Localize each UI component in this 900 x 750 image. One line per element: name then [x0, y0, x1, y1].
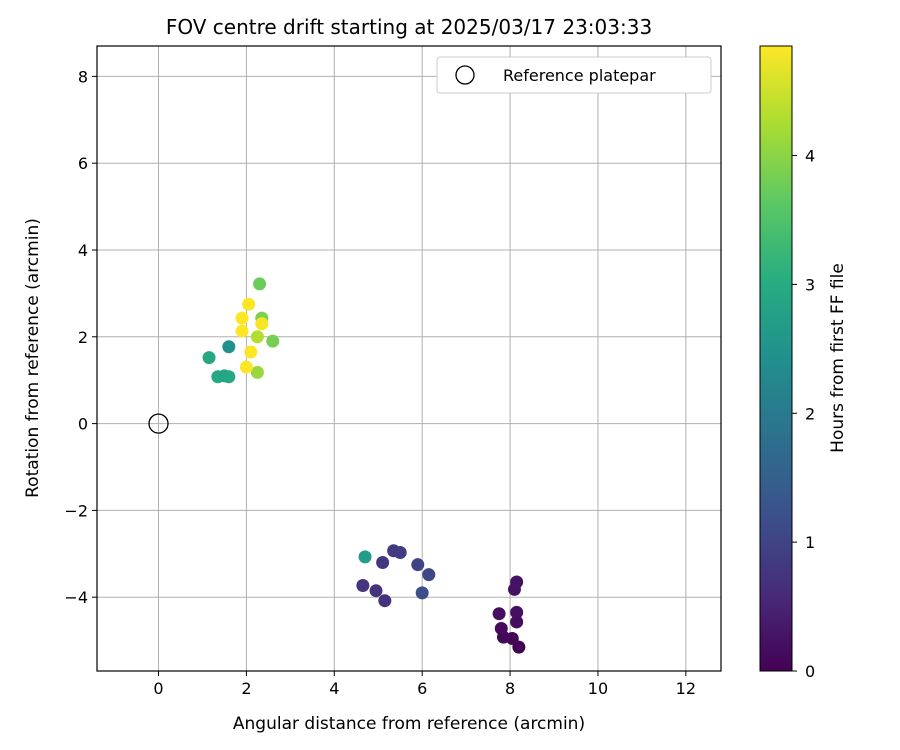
data-point: [235, 324, 249, 338]
data-point: [222, 370, 236, 384]
data-point: [235, 311, 249, 325]
data-point: [242, 297, 256, 311]
x-tick-label: 8: [505, 679, 515, 698]
data-point: [422, 568, 436, 582]
colorbar-gradient: [759, 45, 793, 672]
chart-title: FOV centre drift starting at 2025/03/17 …: [166, 15, 652, 39]
colorbar-tick-label: 4: [805, 147, 815, 166]
y-tick-label: −2: [64, 501, 88, 520]
data-point: [239, 360, 253, 374]
data-point: [378, 594, 392, 608]
data-point: [356, 578, 370, 592]
x-tick-label: 12: [676, 679, 696, 698]
colorbar-ticks: 0 1 2 3 4: [792, 147, 815, 681]
plot-frame: [96, 45, 722, 672]
y-tick-label: 6: [78, 154, 88, 173]
y-tick-label: −4: [64, 588, 88, 607]
data-point: [266, 334, 280, 348]
data-point: [492, 607, 506, 621]
y-tick-label: 4: [78, 241, 88, 260]
y-axis-label: Rotation from reference (arcmin): [23, 218, 43, 498]
data-point: [250, 365, 264, 379]
legend-marker: [455, 65, 475, 85]
colorbar-tick-label: 3: [805, 275, 815, 294]
data-points: [202, 277, 526, 654]
y-tick-label: 2: [78, 328, 88, 347]
data-point: [250, 330, 264, 344]
data-point: [255, 317, 269, 331]
data-point: [494, 621, 508, 635]
data-point: [376, 555, 390, 569]
data-point: [253, 277, 267, 291]
data-point: [510, 615, 524, 629]
data-point: [369, 584, 383, 598]
colorbar: 0 1 2 3 4 Hours from first FF file: [759, 45, 848, 681]
colorbar-tick-label: 1: [805, 533, 815, 552]
x-axis-label: Angular distance from reference (arcmin): [233, 714, 585, 734]
data-point: [411, 558, 425, 572]
grid: [97, 46, 721, 671]
x-tick-label: 0: [153, 679, 163, 698]
data-point: [202, 351, 216, 365]
y-tick-label: 0: [78, 415, 88, 434]
legend-label: Reference platepar: [503, 66, 656, 85]
data-point: [510, 575, 524, 589]
colorbar-label: Hours from first FF file: [828, 263, 848, 453]
x-tick-label: 6: [417, 679, 427, 698]
x-tick-label: 10: [588, 679, 608, 698]
colorbar-tick-label: 2: [805, 404, 815, 423]
data-point: [244, 345, 258, 359]
legend: Reference platepar: [436, 56, 712, 94]
y-tick-label: 8: [78, 67, 88, 86]
reference-marker: [148, 413, 169, 434]
data-point: [358, 550, 372, 564]
colorbar-tick-label: 0: [805, 662, 815, 681]
data-point: [415, 586, 429, 600]
data-point: [222, 340, 236, 354]
x-axis-ticks: 0 2 4 6 8 10 12: [153, 671, 696, 698]
x-tick-label: 2: [241, 679, 251, 698]
x-tick-label: 4: [329, 679, 339, 698]
y-axis-ticks: −4 −2 0 2 4 6 8: [64, 67, 97, 607]
data-point: [393, 546, 407, 560]
legend-box: [436, 56, 712, 94]
reference-marker-group: [148, 413, 169, 434]
data-point: [510, 605, 524, 619]
